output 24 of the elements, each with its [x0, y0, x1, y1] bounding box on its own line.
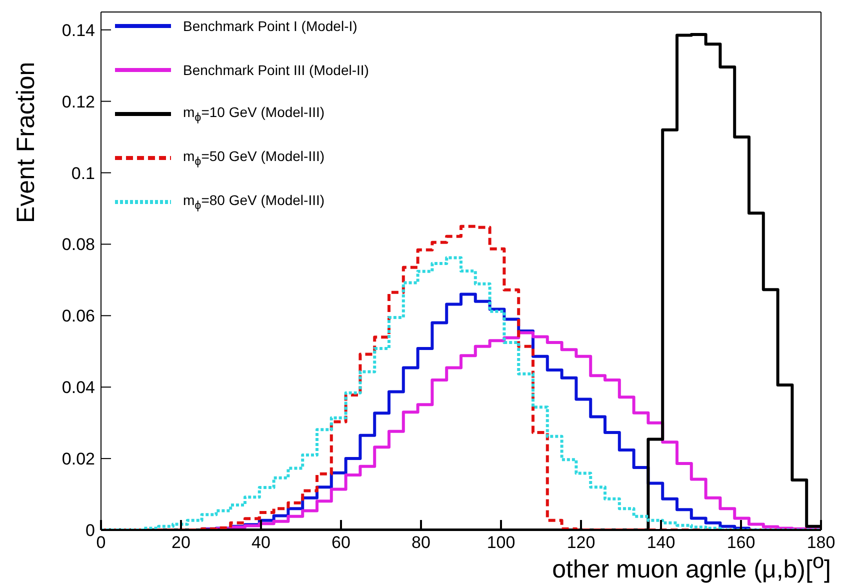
legend-label: m$_{ϕ}$=80 GeV (Model-III) — [183, 192, 325, 212]
x-tick-label: 40 — [252, 533, 270, 552]
legend-label: Benchmark Point I (Model-I) — [183, 18, 358, 34]
x-tick-label: 180 — [806, 533, 836, 552]
y-tick-label: 0 — [86, 521, 95, 540]
x-axis-title: other muon agnle (μ,b)[$^{o}$] — [552, 550, 831, 584]
y-tick-label: 0.14 — [62, 20, 95, 40]
y-tick-label: 0.08 — [62, 235, 95, 254]
legend-label: Benchmark Point III (Model-II) — [183, 62, 369, 78]
legend-label: m$_{ϕ}$=10 GeV (Model-III) — [183, 104, 325, 124]
x-tick-label: 120 — [566, 533, 596, 552]
x-tick-label: 160 — [726, 533, 756, 552]
x-tick-label: 100 — [486, 533, 516, 552]
y-tick-label: 0.02 — [62, 450, 95, 469]
y-axis-title: Event Fraction — [12, 62, 41, 223]
legend-label: m$_{ϕ}$=50 GeV (Model-III) — [183, 148, 325, 168]
x-tick-label: 80 — [412, 533, 430, 552]
y-tick-label: 0.04 — [62, 378, 95, 398]
y-tick-label: 0.12 — [62, 92, 95, 112]
x-tick-label: 140 — [646, 533, 676, 552]
x-tick-label: 20 — [172, 533, 190, 552]
y-tick-label: 0.1 — [71, 164, 95, 183]
x-tick-label: 60 — [332, 533, 350, 552]
y-tick-label: 0.06 — [62, 306, 95, 326]
